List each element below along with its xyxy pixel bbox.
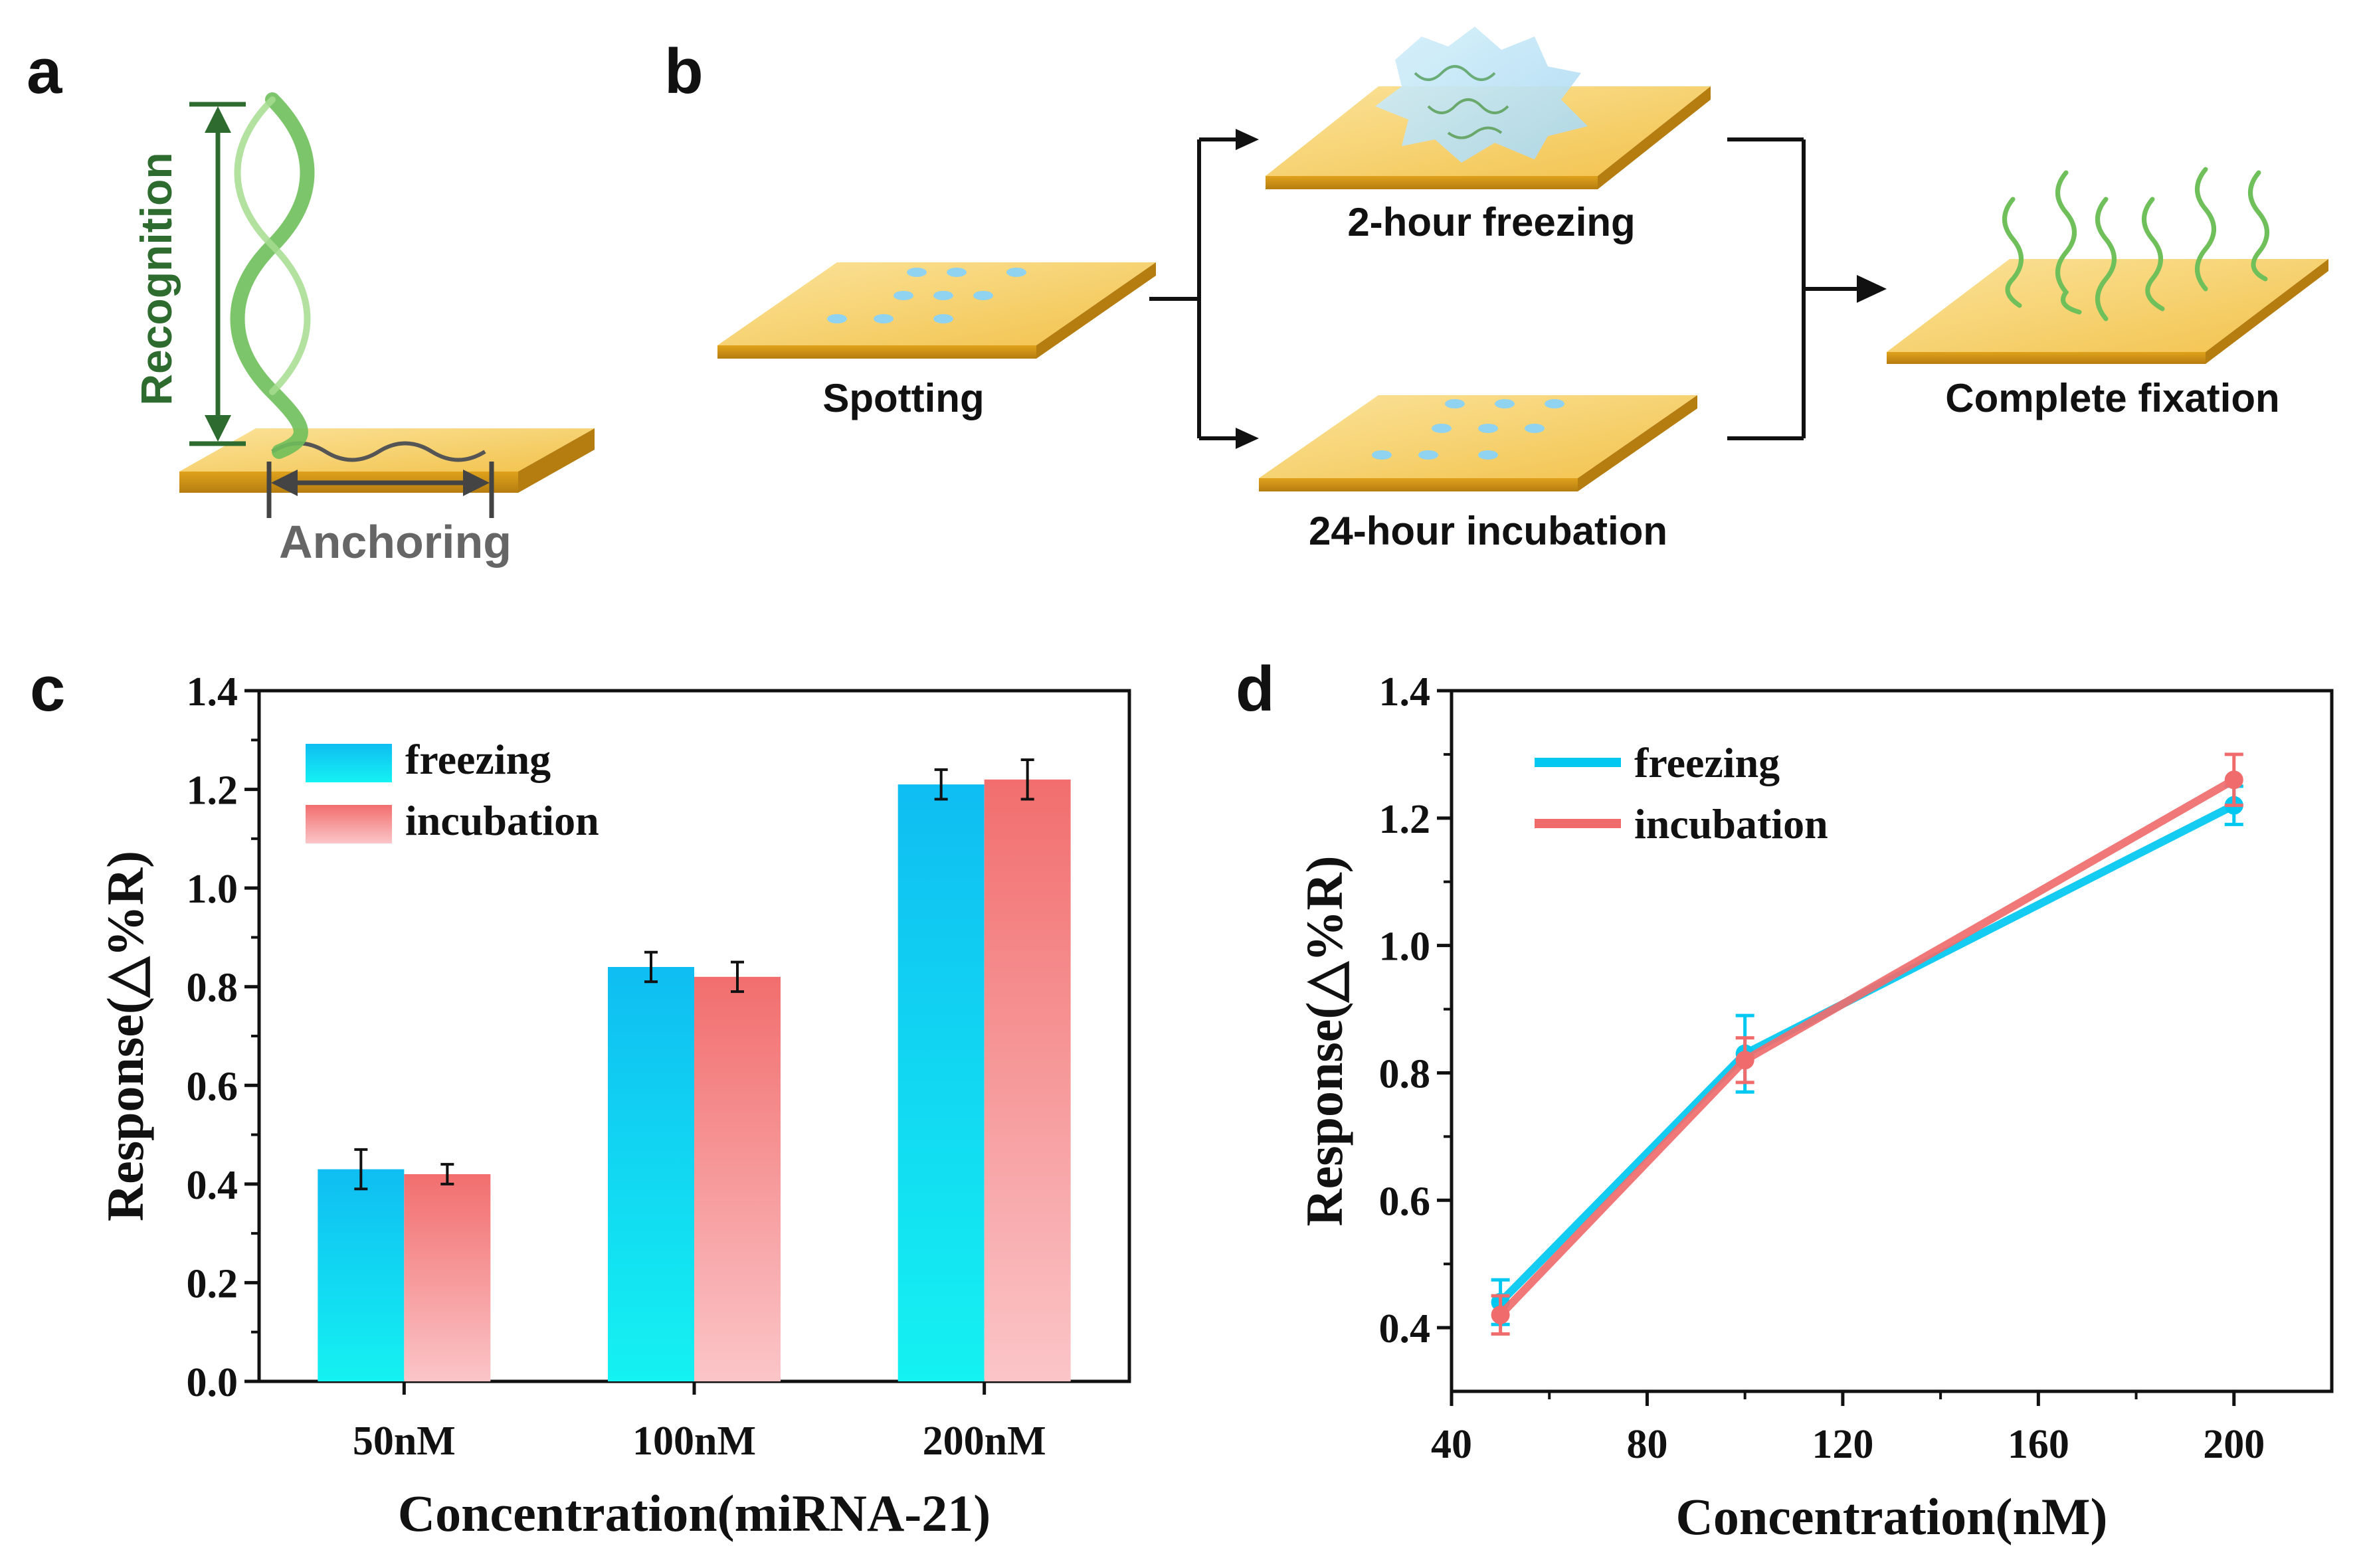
incubation-plate <box>1259 395 1697 491</box>
y-axis-title: Response(△%R) <box>1295 855 1353 1226</box>
series-line-freezing <box>1497 802 2236 1305</box>
x-axis-title: Concentration(nM) <box>1676 1488 2108 1545</box>
anchoring-arrow <box>266 462 494 518</box>
recognition-helix <box>230 92 315 459</box>
panel-a: a Recognition Anchoring <box>27 36 595 568</box>
legend-label-freezing: freezing <box>405 736 551 783</box>
data-point-incubation <box>1735 1051 1754 1070</box>
y-tick-label: 1.4 <box>187 669 238 715</box>
panel-b: b Spotting <box>664 27 2328 553</box>
legend-swatch-freezing <box>306 744 392 782</box>
y-tick-label: 0.2 <box>187 1261 238 1306</box>
x-tick-label: 80 <box>1626 1422 1667 1467</box>
y-tick-label: 0.8 <box>1379 1051 1431 1096</box>
line-chart: d 0.4 0.6 0.8 1.0 1.2 1.4 40 80 120 160 200 Concent… <box>1236 653 2334 1545</box>
spotting-label: Spotting <box>822 376 984 420</box>
y-tick-label: 0.4 <box>187 1163 238 1208</box>
freezing-label: 2-hour freezing <box>1347 200 1635 244</box>
anchoring-strand <box>271 441 486 462</box>
x-tick-label: 100nM <box>632 1419 756 1464</box>
ice-crystal <box>1375 27 1588 163</box>
branch-arrows <box>1149 129 1259 449</box>
x-tick-label: 120 <box>1812 1422 1873 1467</box>
y-tick-label: 1.2 <box>1379 797 1431 842</box>
panel-label-a: a <box>27 36 62 107</box>
x-tick-label: 200 <box>2203 1422 2265 1467</box>
panel-label-c: c <box>30 653 65 725</box>
recognition-label: Recognition <box>132 152 181 405</box>
bar-incubation <box>984 779 1071 1381</box>
x-tick-label: 40 <box>1431 1422 1472 1467</box>
spotting-plate <box>717 262 1156 359</box>
y-tick-label: 0.6 <box>187 1064 238 1109</box>
data-point-incubation <box>2224 770 2243 790</box>
legend-label-incubation: incubation <box>405 797 599 844</box>
merge-arrows <box>1727 137 1887 440</box>
bar-freezing <box>318 1169 405 1381</box>
y-tick-label: 1.4 <box>1379 669 1431 715</box>
y-tick-label: 0.4 <box>1379 1306 1431 1351</box>
y-tick-label: 1.0 <box>187 867 238 912</box>
x-tick-label: 50nM <box>353 1419 456 1464</box>
fixation-label: Complete fixation <box>1945 376 2279 420</box>
x-axis-title: Concentration(miRNA-21) <box>398 1484 991 1542</box>
legend-label-incubation: incubation <box>1634 800 1828 847</box>
legend-label-freezing: freezing <box>1634 739 1780 786</box>
panel-label-b: b <box>664 36 704 107</box>
incubation-label: 24-hour incubation <box>1309 509 1667 553</box>
panel-label-d: d <box>1236 653 1275 725</box>
y-tick-label: 1.2 <box>187 768 238 814</box>
recognition-arrow <box>189 102 246 446</box>
data-point-incubation <box>1491 1305 1510 1324</box>
fixed-probes <box>2002 167 2269 321</box>
plot-frame <box>1450 689 2334 1393</box>
y-tick-label: 1.0 <box>1379 924 1431 970</box>
anchoring-label: Anchoring <box>279 516 512 568</box>
bar-incubation <box>404 1174 491 1381</box>
bar-freezing <box>897 784 985 1381</box>
y-tick-label: 0.8 <box>187 966 238 1011</box>
x-tick-label: 160 <box>2008 1422 2069 1467</box>
legend-swatch-incubation <box>306 805 392 843</box>
y-axis-title: Response(△%R) <box>96 851 154 1221</box>
x-tick-label: 200nM <box>923 1419 1046 1464</box>
bar-incubation <box>694 976 781 1381</box>
bar-chart: c 0.0 0.2 0.4 0.6 0.8 1.0 1.2 1.4 50nM 100nM 200nM… <box>30 653 1131 1542</box>
fixation-plate <box>1887 259 2328 364</box>
y-tick-label: 0.0 <box>187 1360 238 1405</box>
bar-freezing <box>608 967 694 1381</box>
y-tick-label: 0.6 <box>1379 1179 1431 1224</box>
